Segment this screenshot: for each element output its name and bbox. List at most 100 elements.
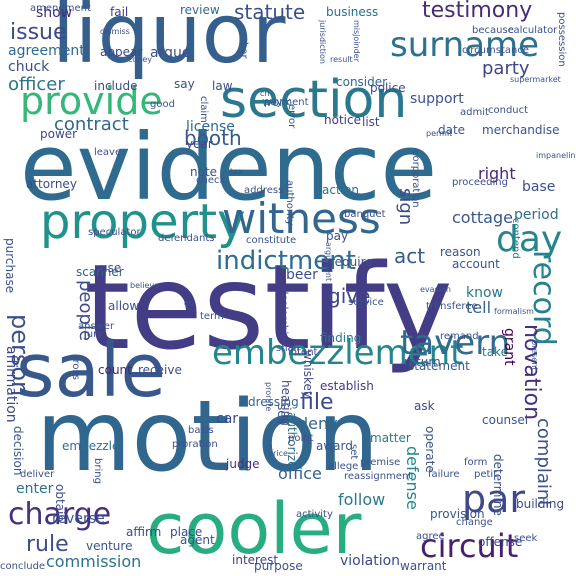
- cloud-word: support: [410, 91, 464, 107]
- cloud-word: beer: [286, 267, 318, 283]
- cloud-word: contract: [54, 114, 129, 135]
- cloud-word: premise: [360, 457, 401, 468]
- cloud-word: year: [186, 137, 213, 151]
- cloud-word: charge: [8, 497, 112, 532]
- cloud-word: point: [288, 433, 314, 444]
- cloud-word: amendment: [30, 3, 91, 14]
- cloud-word: obtain: [53, 484, 67, 522]
- cloud-word: statute: [234, 0, 306, 24]
- cloud-word: period: [514, 207, 559, 223]
- cloud-word: award: [316, 439, 353, 453]
- cloud-word: law: [212, 79, 233, 93]
- cloud-word: permit: [426, 129, 453, 138]
- cloud-word: seek: [514, 533, 538, 544]
- cloud-word: embezzle: [62, 439, 120, 453]
- cloud-word: error: [286, 104, 297, 129]
- cloud-word: surname: [390, 25, 540, 65]
- cloud-word: include: [94, 79, 138, 93]
- cloud-word: affirmation: [3, 346, 19, 423]
- cloud-word: counsel: [482, 413, 529, 427]
- cloud-word: address: [244, 185, 284, 196]
- cloud-word: indictment: [216, 246, 356, 276]
- cloud-word: file: [300, 390, 334, 415]
- cloud-word: fail: [110, 5, 129, 19]
- cloud-word: embezzlement: [212, 333, 464, 373]
- cloud-word: answer: [78, 321, 115, 332]
- cloud-word: appear: [100, 45, 143, 59]
- cloud-word: ask: [414, 399, 435, 413]
- cloud-word: matter: [370, 431, 411, 445]
- cloud-word: conduct: [488, 105, 529, 116]
- cloud-word: booth: [184, 126, 242, 150]
- cloud-word: argument: [324, 242, 333, 282]
- cloud-word: cottage: [452, 208, 513, 227]
- cloud-word: provide: [20, 79, 163, 123]
- cloud-word: cooler: [146, 488, 362, 570]
- cloud-word: leave: [94, 147, 122, 158]
- cloud-word: scanner: [76, 265, 124, 279]
- cloud-word: payment: [264, 97, 309, 108]
- cloud-word: intent: [288, 347, 318, 358]
- cloud-word: agreement: [8, 43, 85, 59]
- cloud-word: finding: [320, 331, 362, 345]
- cloud-word: warrant: [400, 559, 447, 573]
- cloud-word: work: [262, 95, 292, 109]
- cloud-word: action: [322, 183, 359, 197]
- cloud-word: failure: [428, 469, 460, 480]
- cloud-word: form: [464, 457, 488, 468]
- cloud-word: attorney: [26, 177, 77, 191]
- cloud-word: operate: [423, 426, 437, 473]
- cloud-word: office: [278, 464, 322, 483]
- cloud-word: party: [482, 58, 530, 79]
- cloud-word: testimony: [422, 0, 533, 23]
- cloud-word: impaneling: [536, 151, 576, 160]
- cloud-word: prorate: [264, 382, 273, 412]
- cloud-word: activity: [296, 509, 333, 520]
- cloud-word: show: [36, 5, 73, 21]
- cloud-word: pay: [326, 229, 349, 243]
- cloud-word: term: [200, 311, 224, 322]
- cloud-word: section: [220, 70, 408, 130]
- cloud-word: calculator: [508, 25, 558, 36]
- cloud-word: allege: [328, 461, 359, 472]
- cloud-word: determine: [491, 454, 505, 516]
- cloud-word: provision: [430, 507, 485, 521]
- cloud-word: enter: [16, 481, 54, 497]
- cloud-word: merchandise: [482, 123, 560, 137]
- cloud-word: interest: [232, 553, 279, 567]
- cloud-word: property: [40, 194, 246, 250]
- cloud-word: return: [404, 355, 441, 369]
- cloud-word: dismiss: [100, 27, 130, 36]
- cloud-word: formalism: [494, 307, 534, 316]
- cloud-word: tell: [466, 298, 492, 317]
- cloud-word: remand: [440, 331, 479, 342]
- cloud-word: cross: [70, 354, 81, 380]
- cloud-word: establish: [320, 379, 374, 393]
- cloud-word: chuck: [8, 59, 50, 75]
- cloud-word: license: [186, 119, 235, 135]
- cloud-word: circuit: [420, 527, 519, 565]
- cloud-word: follow: [338, 490, 386, 509]
- cloud-word: base: [522, 179, 556, 195]
- cloud-word: believe: [130, 281, 160, 290]
- cloud-word: result: [330, 55, 353, 64]
- cloud-word: supermarket: [510, 75, 561, 84]
- cloud-word: say: [174, 77, 195, 91]
- cloud-word: conclude: [0, 561, 46, 572]
- cloud-word: list: [362, 115, 380, 129]
- cloud-word: place: [170, 525, 203, 539]
- cloud-word: novation: [519, 324, 544, 421]
- cloud-word: petit: [474, 469, 498, 480]
- cloud-word: building: [516, 497, 565, 511]
- cloud-word: good: [150, 99, 175, 110]
- cloud-word: deliver: [20, 469, 55, 480]
- cloud-word: check: [196, 175, 226, 186]
- cloud-word: know: [466, 285, 503, 301]
- cloud-word: business: [326, 5, 379, 19]
- cloud-word: tax: [230, 167, 243, 176]
- cloud-word: car: [216, 411, 239, 427]
- cloud-word: service: [348, 297, 384, 308]
- cloud-word: misjoinder: [352, 20, 361, 62]
- cloud-word: sell: [275, 404, 289, 425]
- cloud-word: day: [496, 219, 563, 260]
